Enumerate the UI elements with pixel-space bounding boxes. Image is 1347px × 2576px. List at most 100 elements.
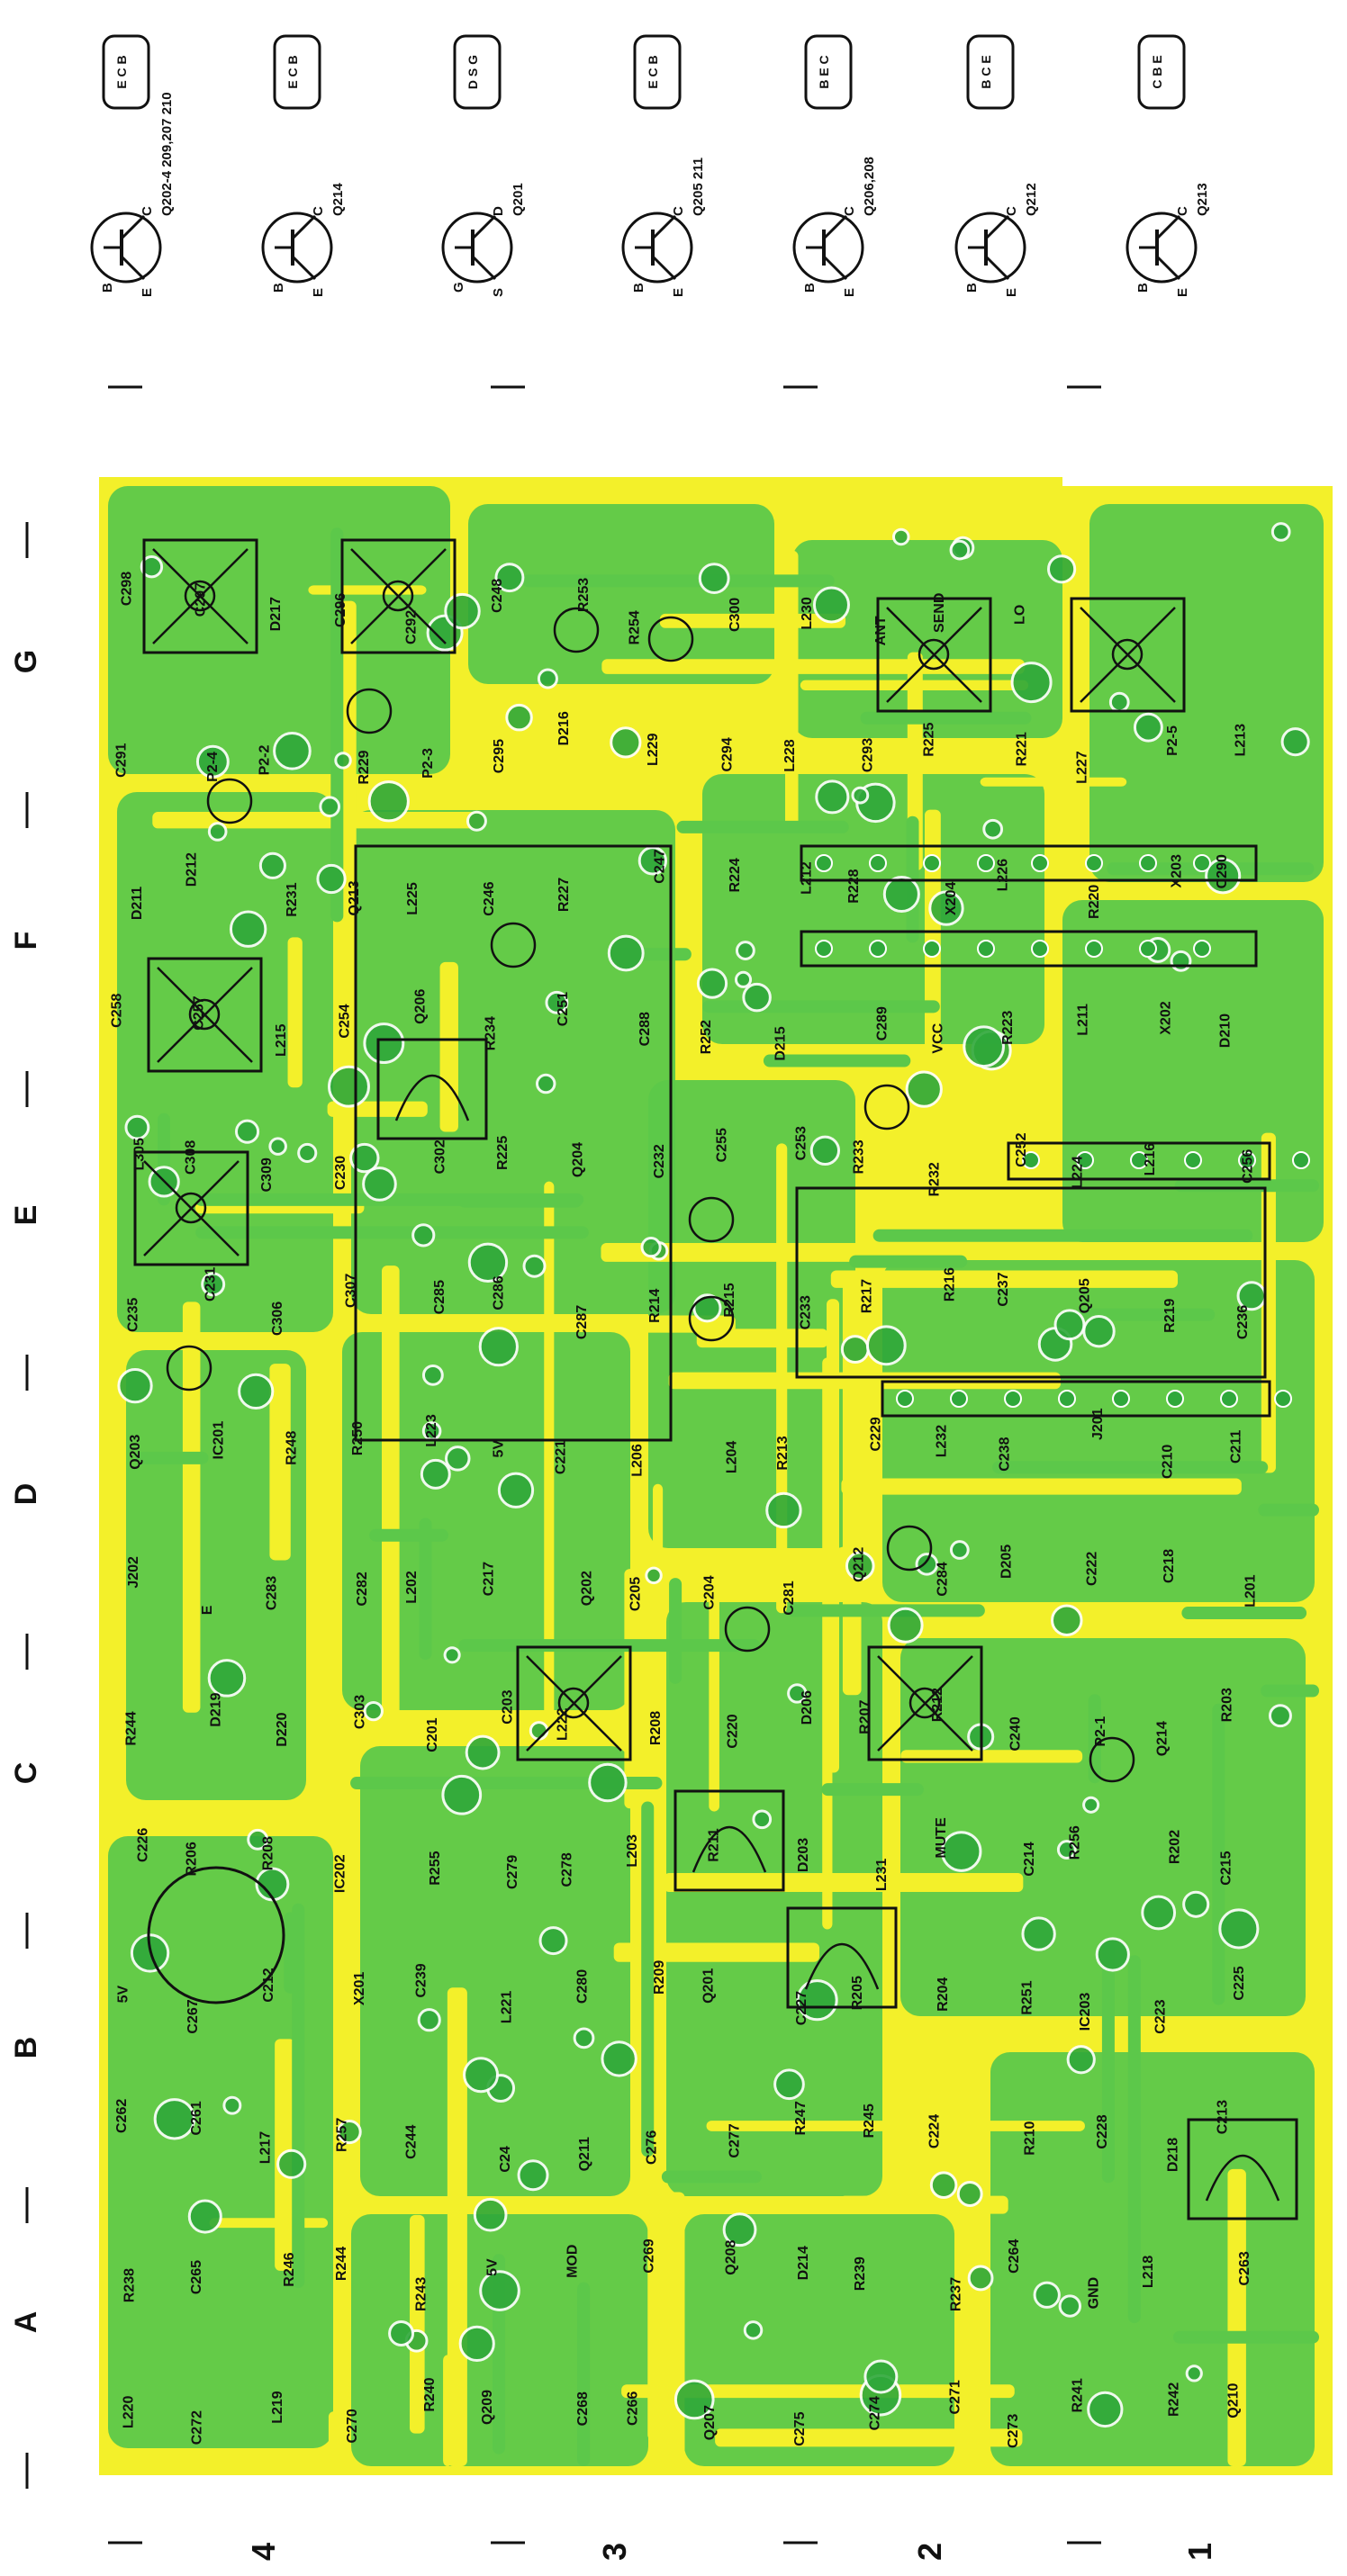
component-label: C290 [1215,854,1230,888]
pin-letter: C [671,206,686,216]
pin-letter: C [1175,206,1190,216]
component-label: R244 [334,2247,349,2281]
component-label: C248 [490,579,505,613]
component-label: R208 [260,1836,276,1870]
component-label: Q210 [1225,2382,1241,2418]
solder-pad [815,779,850,815]
component-label: C277 [728,2123,743,2157]
component-label: L221 [499,1991,514,2024]
coil-l220-can [142,538,258,654]
solder-pad [1108,691,1130,713]
component-label: C214 [1022,1842,1037,1876]
copper-trace [849,1255,968,1268]
solder-pad [1082,1796,1100,1814]
solder-pad [863,2359,899,2394]
component-label: R207 [858,1699,873,1734]
package-pin-label: E C B [646,55,660,88]
trace-gap [653,1483,664,2004]
coil-cross [157,967,253,1063]
component-label: R244 [123,1711,139,1745]
package-outline-icon [102,34,150,110]
component-label: Q207 [702,2405,718,2440]
component-label: C294 [720,737,736,771]
component-label: L226 [996,859,1011,892]
component-label: L217 [258,2131,274,2165]
component-label: D210 [1217,1013,1233,1048]
solder-pad [915,1553,939,1576]
component-label: 5V [116,1985,131,2003]
component-label: C284 [936,1562,951,1596]
solder-pad [258,851,286,879]
component-label: C293 [860,738,875,772]
component-label: 5V [484,2258,500,2276]
component-label: L203 [625,1834,640,1868]
coil-l222-can [133,1150,249,1266]
component-label: R248 [284,1431,299,1465]
pin-letter: C [1004,206,1019,216]
component-label: R257 [334,2118,349,2152]
coil-core-icon [184,580,216,612]
trace-gap [841,1478,1242,1495]
solder-pad [140,555,164,579]
transistor-icon [206,778,253,824]
solder-pad [479,2270,520,2311]
solder-pad [809,1135,841,1166]
component-label: C215 [1218,1851,1234,1885]
copper-pour [351,810,675,1314]
legend-transistor-label: Q214 [330,183,346,216]
solder-pad [467,1242,509,1283]
legend-transistor-label: Q212 [1024,183,1039,216]
solder-pad [982,818,1004,840]
ic-pin [1085,854,1103,872]
solder-pad [478,1327,519,1367]
solder-pad [153,2098,195,2140]
trace-gap [410,2214,425,2434]
legend-transistor-label: Q201 [511,183,526,216]
pin-letter: B [271,283,286,293]
coil-l203-can [376,1038,488,1140]
ic-pin [977,940,995,958]
solder-pad [535,1073,556,1094]
trace-gap [152,812,484,829]
solder-pad [124,1114,150,1140]
trace-gap [668,2192,685,2466]
ic202-strip [800,930,1258,968]
component-label: R237 [949,2277,964,2311]
transistor-icon [1089,1736,1135,1783]
pin-letter: B [802,283,818,293]
ic-pin [1139,854,1157,872]
solder-pad [517,2159,549,2192]
component-label: L215 [274,1023,289,1057]
symbol-lead [120,255,146,281]
component-label: R205 [850,1976,865,2010]
ic-pin [896,1390,914,1408]
ic-pin [869,854,887,872]
component-label: R239 [853,2256,868,2291]
component-label: Q201 [701,1968,717,2004]
coil-winding-icon [394,1074,470,1121]
copper-trace [292,1903,305,2289]
package-outline-icon [633,34,682,110]
trace-gap [822,1357,833,1930]
transistor-icon [886,1525,933,1572]
solder-pad [787,1683,808,1704]
component-label: C24 [498,2146,513,2172]
npn-transistor-icon [90,212,162,284]
symbol-lead [651,255,677,281]
transistor-icon [724,1606,771,1653]
symbol-lead [291,214,317,240]
ic-pin [1130,1151,1148,1169]
component-label: C263 [1237,2251,1252,2285]
component-label: L204 [724,1441,739,1474]
ic-pin [1220,1390,1238,1408]
copper-trace [1127,1955,1141,2324]
grid-row-label: 4 [245,2543,282,2561]
component-label: R246 [282,2252,297,2286]
component-label: Q213 [347,880,362,915]
copper-trace [676,820,849,833]
solder-pad [445,1446,471,1472]
copper-trace [458,1639,761,1653]
solder-pad [607,934,645,972]
coil-winding-icon [1205,2154,1280,2202]
symbol-lead [984,214,1010,240]
